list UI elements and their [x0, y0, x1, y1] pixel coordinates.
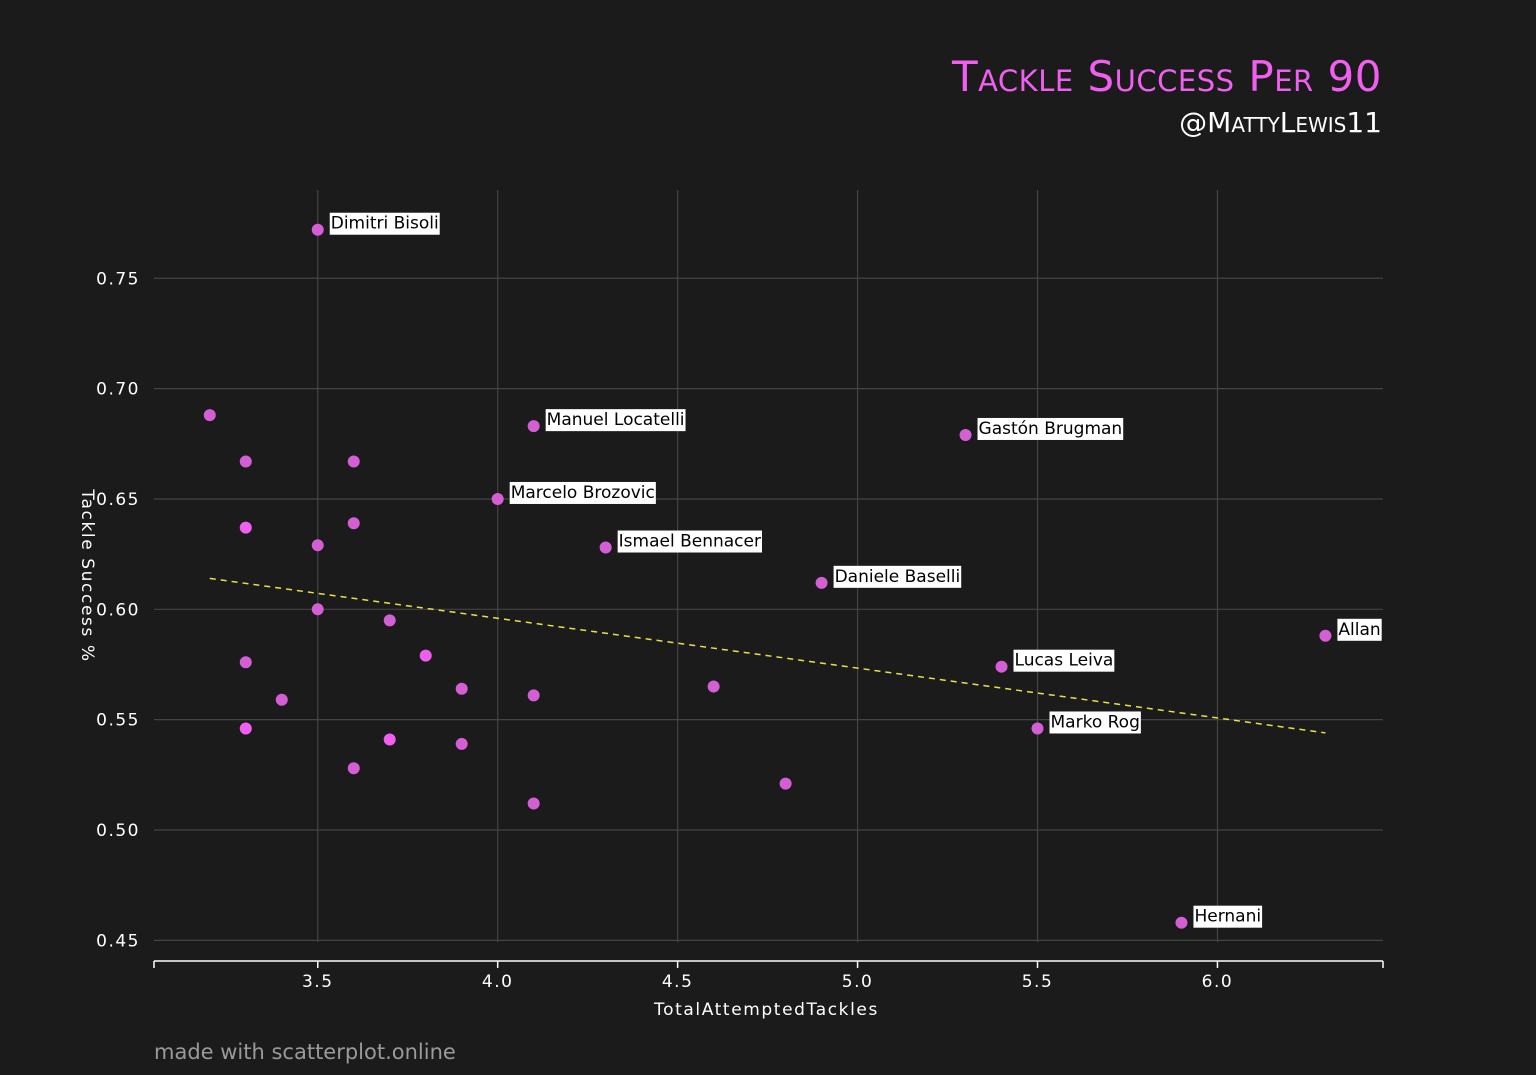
point-label-background — [833, 565, 962, 588]
point-label-background — [329, 212, 440, 235]
data-point[interactable] — [815, 576, 828, 589]
x-tick-label: 5.0 — [842, 972, 874, 992]
y-tick-label: 0.60 — [96, 600, 140, 620]
point-label: Daniele Baselli — [833, 565, 962, 588]
point-label-text: Dimitri Bisoli — [331, 214, 439, 234]
point-label-text: Marko Rog — [1051, 712, 1140, 732]
data-point[interactable] — [995, 660, 1008, 673]
data-point[interactable] — [347, 517, 360, 530]
point-label-text: Ismael Bennacer — [619, 532, 761, 552]
point-label-text: Gastón Brugman — [979, 419, 1123, 439]
y-tick-label: 0.55 — [96, 711, 140, 731]
data-point[interactable] — [347, 762, 360, 775]
x-tick-label: 6.0 — [1202, 972, 1234, 992]
point-label-text: Marcelo Brozovic — [511, 483, 655, 503]
point-label: Hernani — [1193, 905, 1263, 928]
chart-subtitle: @MattyLewis11 — [1179, 106, 1382, 139]
point-label-background — [545, 409, 686, 432]
data-point[interactable] — [1319, 629, 1332, 642]
point-label-background — [1193, 905, 1263, 928]
y-tick-label: 0.70 — [96, 380, 140, 400]
y-tick-label: 0.75 — [96, 269, 140, 289]
data-point[interactable] — [311, 223, 324, 236]
data-point[interactable] — [707, 680, 720, 693]
data-point[interactable] — [203, 409, 216, 422]
data-point[interactable] — [527, 689, 540, 702]
data-point[interactable] — [419, 649, 432, 662]
point-label: Marko Rog — [1049, 711, 1141, 734]
data-point[interactable] — [239, 455, 252, 468]
y-axis-label: Tackle Success % — [77, 488, 97, 662]
point-label-text: Allan — [1338, 620, 1380, 640]
data-point[interactable] — [239, 722, 252, 735]
data-point[interactable] — [779, 777, 792, 790]
data-point[interactable] — [383, 614, 396, 627]
y-tick-label: 0.50 — [96, 821, 140, 841]
point-label: Ismael Bennacer — [617, 530, 762, 553]
point-label-background — [1013, 649, 1115, 672]
data-point[interactable] — [455, 737, 468, 750]
point-label-background — [1049, 711, 1141, 734]
data-point[interactable] — [239, 521, 252, 534]
chart-title: Tackle Success Per 90 — [951, 52, 1382, 101]
point-label-background — [617, 530, 762, 553]
data-point[interactable] — [311, 603, 324, 616]
data-point[interactable] — [275, 693, 288, 706]
point-label: Gastón Brugman — [977, 417, 1124, 440]
y-tick-label: 0.65 — [96, 490, 140, 510]
data-point[interactable] — [491, 492, 504, 505]
point-label-background — [977, 417, 1124, 440]
footer-credit: made with scatterplot.online — [154, 1040, 456, 1064]
data-point[interactable] — [527, 420, 540, 433]
point-label: Lucas Leiva — [1013, 649, 1115, 672]
x-tick-label: 4.5 — [662, 972, 694, 992]
point-label: Manuel Locatelli — [545, 409, 686, 432]
axes: 3.5 4.0 4.5 5.0 5.5 6.0 0.45 0.50 0.55 0.60 0.65 0.… — [96, 269, 1384, 992]
data-point[interactable] — [455, 682, 468, 695]
points-group — [203, 223, 1332, 929]
point-label-background — [509, 481, 656, 504]
data-point[interactable] — [383, 733, 396, 746]
trendline — [209, 577, 1326, 734]
data-point[interactable] — [1175, 916, 1188, 929]
point-label-background — [1337, 618, 1382, 641]
point-label-text: Daniele Baselli — [835, 567, 961, 587]
point-label-text: Hernani — [1194, 907, 1261, 927]
x-tick-label: 4.0 — [482, 972, 514, 992]
point-label-text: Lucas Leiva — [1015, 651, 1114, 671]
x-tick-label: 3.5 — [302, 972, 334, 992]
point-label: Marcelo Brozovic — [509, 481, 656, 504]
x-tick-label: 5.5 — [1022, 972, 1054, 992]
grid — [154, 190, 1383, 942]
x-axis-label: TotalAttemptedTackles — [653, 1000, 879, 1020]
data-point[interactable] — [1031, 722, 1044, 735]
trendline-group — [209, 577, 1326, 734]
point-label: Allan — [1337, 618, 1382, 641]
data-point[interactable] — [959, 428, 972, 441]
data-point[interactable] — [311, 539, 324, 552]
data-point[interactable] — [599, 541, 612, 554]
y-tick-label: 0.45 — [96, 931, 140, 951]
point-label: Dimitri Bisoli — [329, 212, 440, 235]
point-label-text: Manuel Locatelli — [547, 410, 685, 430]
data-point[interactable] — [527, 797, 540, 810]
point-labels-group: Dimitri Bisoli Manuel Locatelli Gastón Bru… — [329, 212, 1382, 928]
data-point[interactable] — [347, 455, 360, 468]
data-point[interactable] — [239, 656, 252, 669]
